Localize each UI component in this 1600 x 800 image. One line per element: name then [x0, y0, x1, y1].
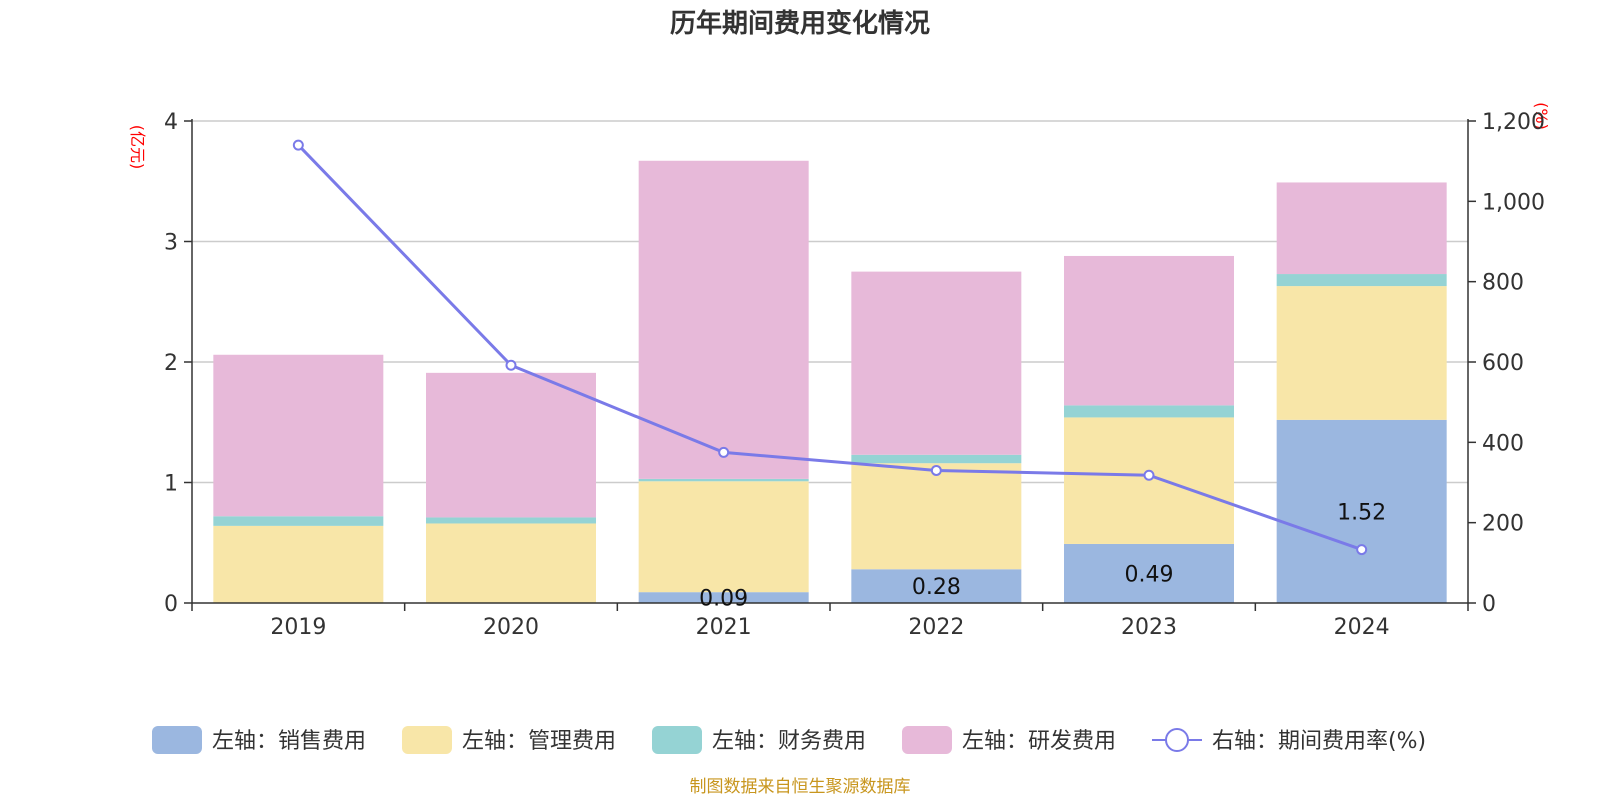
right-axis-tick-label: 1,000: [1482, 190, 1545, 215]
x-axis-tick-label: 2022: [908, 615, 964, 640]
line-point: [505, 359, 517, 371]
line-path: [297, 144, 1363, 551]
bar-series: [213, 160, 1447, 603]
bar: [638, 592, 809, 603]
right-axis-tick-label: 0: [1482, 592, 1496, 617]
bar: [213, 525, 384, 603]
bar: [213, 516, 384, 526]
left-axis-tick-label: 4: [164, 110, 178, 135]
line-point: [930, 464, 942, 476]
bar: [851, 463, 1022, 570]
bar: [851, 271, 1022, 455]
legend-label: 左轴：管理费用: [462, 729, 616, 754]
left-axis-unit: (亿元): [128, 125, 147, 170]
right-axis-tick-label: 800: [1482, 271, 1524, 296]
bar: [1064, 405, 1234, 418]
legend-swatch: [652, 726, 702, 754]
bar: [638, 478, 809, 482]
bar: [1276, 286, 1447, 420]
legend-swatch: [402, 726, 452, 754]
line-series: [292, 139, 1368, 556]
x-axis-tick-label: 2023: [1121, 615, 1177, 640]
x-axis-tick-label: 2019: [270, 615, 326, 640]
right-axis-tick-label: 400: [1482, 431, 1524, 456]
legend-marker: [1165, 728, 1189, 752]
bar: [426, 517, 596, 524]
line-point: [718, 446, 730, 458]
left-axis-tick-label: 3: [164, 231, 178, 256]
bar: [213, 354, 384, 517]
data-label: 1.52: [1337, 500, 1386, 525]
legend-swatch: [152, 726, 202, 754]
line-point: [1356, 544, 1368, 556]
data-label: 0.09: [699, 587, 748, 612]
bar: [1064, 255, 1234, 406]
legend-label: 左轴：财务费用: [712, 729, 866, 754]
x-axis-tick-label: 2021: [696, 615, 752, 640]
right-axis-tick-label: 600: [1482, 351, 1524, 376]
data-labels: 0.09 0.28 0.49 1.52: [699, 500, 1386, 611]
left-axis-tick-label: 0: [164, 592, 178, 617]
bar: [426, 372, 596, 518]
bar: [638, 481, 809, 593]
legend: 左轴：销售费用 左轴：管理费用 左轴：财务费用 左轴：研发费用 右轴：期间费用率(%): [152, 726, 1426, 754]
chart-title: 历年期间费用变化情况: [670, 8, 930, 39]
legend-label: 右轴：期间费用率(%): [1212, 729, 1426, 754]
line-point: [292, 139, 304, 151]
bar: [851, 569, 1022, 603]
gridlines: [192, 120, 1468, 484]
left-axis-tick-label: 2: [164, 351, 178, 376]
legend-label: 左轴：销售费用: [212, 729, 366, 754]
axes: 0 1 2 3 4 0 200 400 600 800 1,000 1,200 2019 2020 2021…: [164, 110, 1545, 640]
line-point: [1143, 469, 1155, 481]
legend-swatch: [902, 726, 952, 754]
x-axis-tick-label: 2020: [483, 615, 539, 640]
bar: [1276, 419, 1447, 603]
data-label: 0.28: [912, 575, 961, 600]
right-axis-unit: (%): [1532, 102, 1551, 130]
bar: [1276, 274, 1447, 287]
bar: [1276, 182, 1447, 275]
data-label: 0.49: [1125, 562, 1174, 587]
bar: [638, 160, 809, 479]
right-axis-tick-label: 1,200: [1482, 110, 1545, 135]
bar: [426, 523, 596, 603]
x-axis-tick-label: 2024: [1334, 615, 1390, 640]
legend-label: 左轴：研发费用: [962, 729, 1116, 754]
source-note: 制图数据来自恒生聚源数据库: [690, 777, 911, 797]
bar: [851, 454, 1022, 464]
left-axis-tick-label: 1: [164, 472, 178, 497]
bar: [1064, 543, 1234, 603]
right-axis-tick-label: 200: [1482, 512, 1524, 537]
